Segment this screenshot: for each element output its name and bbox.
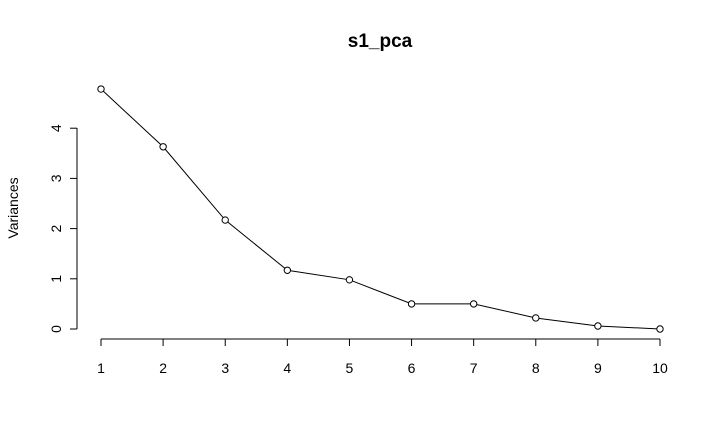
data-point [345,276,354,284]
data-point [159,143,167,151]
data-point [656,325,664,333]
x-tick-label: 3 [221,360,229,376]
variance-series-line [100,88,661,330]
variance-points [97,85,664,333]
y-tick-label: 0 [48,325,64,333]
x-tick-label: 1 [97,360,105,376]
y-tick-label: 1 [48,275,64,283]
x-axis-ticks: 1 2 3 4 5 6 7 8 9 10 [97,339,668,376]
x-tick-label: 5 [346,360,354,376]
data-point [283,266,292,274]
data-point [532,314,540,322]
y-tick-label: 3 [48,174,64,182]
data-point [469,300,478,308]
y-axis-label: Variances [5,177,21,238]
chart-title: s1_pca [348,31,413,52]
x-tick-label: 7 [470,360,478,376]
x-tick-label: 2 [159,360,167,376]
x-tick-label: 4 [283,360,291,376]
data-point [407,300,416,308]
data-point [97,85,105,93]
y-tick-label: 2 [48,224,64,232]
x-tick-label: 9 [594,360,602,376]
data-point [221,216,229,224]
y-axis-ticks: 0 1 2 3 4 [48,124,77,333]
data-point [594,322,602,330]
x-tick-label: 10 [652,360,668,376]
y-tick-label: 4 [48,124,64,132]
x-tick-label: 6 [408,360,416,376]
x-tick-label: 8 [532,360,540,376]
